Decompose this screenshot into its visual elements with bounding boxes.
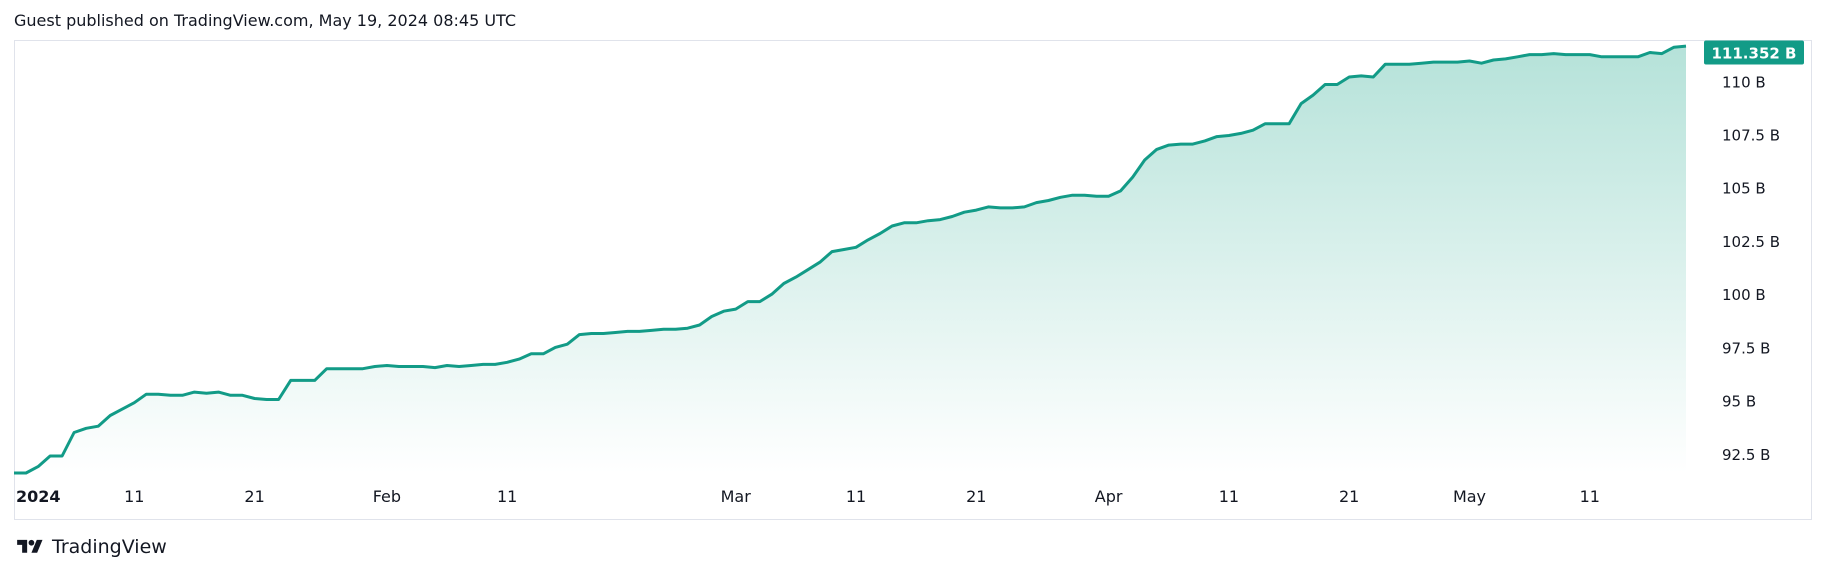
brand-name: TradingView xyxy=(52,536,167,558)
series-line xyxy=(14,44,1687,475)
x-tick-label: Apr xyxy=(1095,487,1123,506)
x-tick-label: 2024 xyxy=(16,487,61,506)
footer-brand[interactable]: TradingView xyxy=(14,536,167,558)
x-tick-label: 21 xyxy=(966,487,986,506)
last-value-tag: 111.352 B xyxy=(1704,40,1804,65)
x-tick-label: 21 xyxy=(244,487,264,506)
last-value-tag-bg xyxy=(1704,40,1804,65)
last-value-label: 111.352 B xyxy=(1712,45,1797,63)
x-tick-label: 11 xyxy=(846,487,866,506)
x-tick-label: 21 xyxy=(1339,487,1359,506)
x-axis: 2024 11 21 Feb 11 Mar 11 21 Apr 11 21 May 11 xyxy=(16,487,1600,506)
y-tick-label: 107.5 B xyxy=(1722,126,1780,144)
chart-frame xyxy=(14,40,1812,520)
x-tick-label: Mar xyxy=(721,487,752,506)
x-tick-label: 11 xyxy=(124,487,144,506)
y-tick-label: 92.5 B xyxy=(1722,446,1770,464)
y-tick-label: 97.5 B xyxy=(1722,339,1770,357)
area-fill xyxy=(14,46,1686,473)
y-tick-label: 110 B xyxy=(1722,73,1766,91)
tradingview-logo-icon xyxy=(17,539,43,553)
x-tick-label: 11 xyxy=(497,487,517,506)
y-tick-label: 102.5 B xyxy=(1722,233,1780,251)
x-tick-label: 11 xyxy=(1219,487,1239,506)
published-info: Guest published on TradingView.com, May … xyxy=(14,11,517,30)
y-tick-label: 95 B xyxy=(1722,393,1756,411)
x-tick-label: May xyxy=(1453,487,1486,506)
x-tick-label: Feb xyxy=(373,487,401,506)
x-tick-label: 11 xyxy=(1580,487,1600,506)
y-tick-label: 100 B xyxy=(1722,286,1766,304)
plot-area xyxy=(14,44,1687,475)
y-tick-label: 105 B xyxy=(1722,180,1766,198)
y-axis: 92.5 B 95 B 97.5 B 100 B 102.5 B 105 B 107.5 B… xyxy=(1722,73,1780,464)
